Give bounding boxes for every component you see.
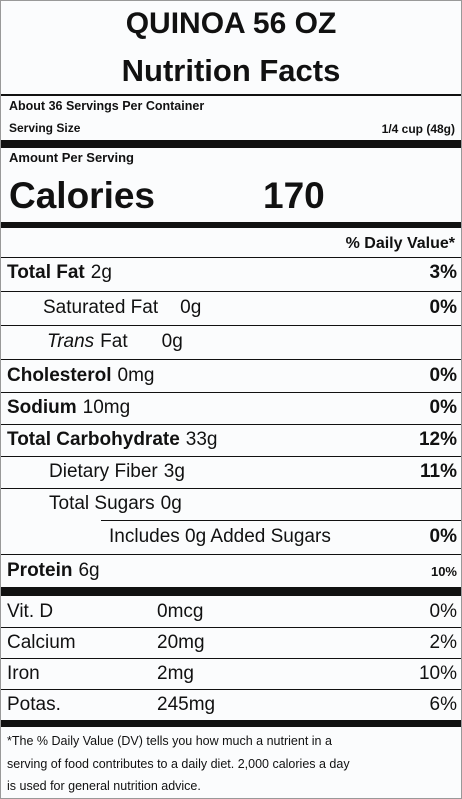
rule: [101, 520, 461, 521]
nutrient-name: Total Fat: [7, 262, 85, 283]
nutrient-amount: 0g: [180, 297, 202, 318]
vitamin-amount: 0mcg: [157, 601, 204, 622]
footnote-line: serving of food contributes to a daily d…: [7, 757, 350, 771]
vitamin-row: Vit. D 0mcg 0%: [7, 597, 457, 627]
rule: [1, 424, 461, 425]
vitamin-name: Calcium: [7, 632, 76, 653]
vitamin-row: Calcium 20mg 2%: [7, 628, 457, 658]
nutrient-row: Dietary Fiber 3g 11%: [49, 457, 457, 487]
vitamin-dv: 2%: [429, 632, 457, 653]
nutrient-row: Protein 6g 10%: [7, 556, 457, 586]
vitamin-name: Vit. D: [7, 601, 54, 622]
nutrient-name: Total Carbohydrate: [7, 429, 180, 450]
nutrient-dv: 3%: [429, 262, 457, 283]
nutrient-amount: 3g: [163, 461, 185, 482]
rule: [1, 627, 461, 628]
amount-heading: Amount Per Serving: [9, 150, 134, 165]
footnote-line: is used for general nutrition advice.: [7, 779, 201, 793]
nutrient-amount: 33g: [185, 429, 218, 450]
nutrient-row: Sodium 10mg 0%: [7, 393, 457, 423]
nutrient-row: Total Sugars 0g: [49, 489, 457, 519]
servings-per-container: About 36 Servings Per Container: [9, 99, 205, 113]
nutrient-dv: 0%: [429, 397, 457, 418]
nutrient-name-italic: Trans: [47, 331, 95, 352]
rule: [1, 257, 461, 258]
rule: [1, 689, 461, 690]
nutrient-dv: 0%: [429, 365, 457, 386]
nutrient-name: Protein: [7, 560, 73, 581]
rule: [1, 291, 461, 292]
vitamin-row: Potas. 245mg 6%: [7, 690, 457, 720]
nutrient-row: Total Fat 2g 3%: [7, 258, 457, 288]
rule: [1, 392, 461, 393]
rule: [1, 94, 461, 96]
rule: [1, 456, 461, 457]
rule: [1, 658, 461, 659]
calories-label: Calories: [9, 175, 156, 216]
vitamin-dv: 0%: [429, 601, 457, 622]
nutrient-row: Cholesterol 0mg 0%: [7, 361, 457, 391]
nutrient-amount: 10mg: [82, 397, 131, 418]
nutrient-name: Sodium: [7, 397, 77, 418]
nutrient-row: Total Carbohydrate 33g 12%: [7, 425, 457, 455]
nutrient-name: Total Sugars: [49, 493, 155, 514]
rule: [1, 222, 461, 228]
nutrient-name: Fat: [100, 331, 128, 352]
nutrient-amount: 2g: [90, 262, 112, 283]
product-name: QUINOA 56 OZ: [125, 7, 337, 40]
rule: [1, 325, 461, 326]
nutrient-row: Saturated Fat 0g 0%: [43, 293, 457, 323]
nutrient-name: Dietary Fiber: [49, 461, 158, 482]
nutrient-dv: 11%: [420, 461, 457, 482]
nutrient-dv: 12%: [418, 429, 457, 450]
dv-heading: % Daily Value*: [345, 235, 455, 252]
vitamin-name: Potas.: [7, 694, 61, 715]
serving-size: 1/4 cup (48g): [381, 122, 455, 136]
vitamin-amount: 20mg: [157, 632, 205, 653]
vitamin-dv: 10%: [418, 663, 457, 684]
footnote-line: *The % Daily Value (DV) tells you how mu…: [7, 734, 332, 748]
nutrient-amount: 0g: [160, 493, 182, 514]
nutrient-amount: 6g: [78, 560, 100, 581]
vitamin-row: Iron 2mg 10%: [7, 659, 457, 689]
nutrient-row: Trans Fat 0g: [47, 327, 457, 357]
vitamin-name: Iron: [7, 663, 40, 684]
vitamin-dv: 6%: [429, 694, 457, 715]
rule: [1, 720, 461, 727]
nutrient-amount: 0g: [161, 331, 183, 352]
rule: [1, 359, 461, 360]
nutrient-dv: 0%: [429, 526, 457, 547]
serving-size-label: Serving Size: [9, 121, 81, 135]
nutrient-name: Includes 0g Added Sugars: [109, 526, 331, 547]
label-title: Nutrition Facts: [121, 53, 341, 88]
vitamin-amount: 245mg: [157, 694, 216, 715]
rule: [1, 587, 461, 596]
nutrient-dv: 10%: [430, 563, 457, 579]
nutrient-name: Cholesterol: [7, 365, 112, 386]
nutrient-row: Includes 0g Added Sugars 0%: [109, 522, 457, 552]
vitamin-amount: 2mg: [157, 663, 194, 684]
nutrient-name: Saturated Fat: [43, 297, 159, 318]
rule: [1, 554, 461, 555]
nutrient-amount: 0mg: [117, 365, 155, 386]
rule: [1, 488, 461, 489]
calories-value: 170: [263, 175, 325, 216]
rule: [1, 140, 461, 148]
nutrient-dv: 0%: [429, 297, 457, 318]
